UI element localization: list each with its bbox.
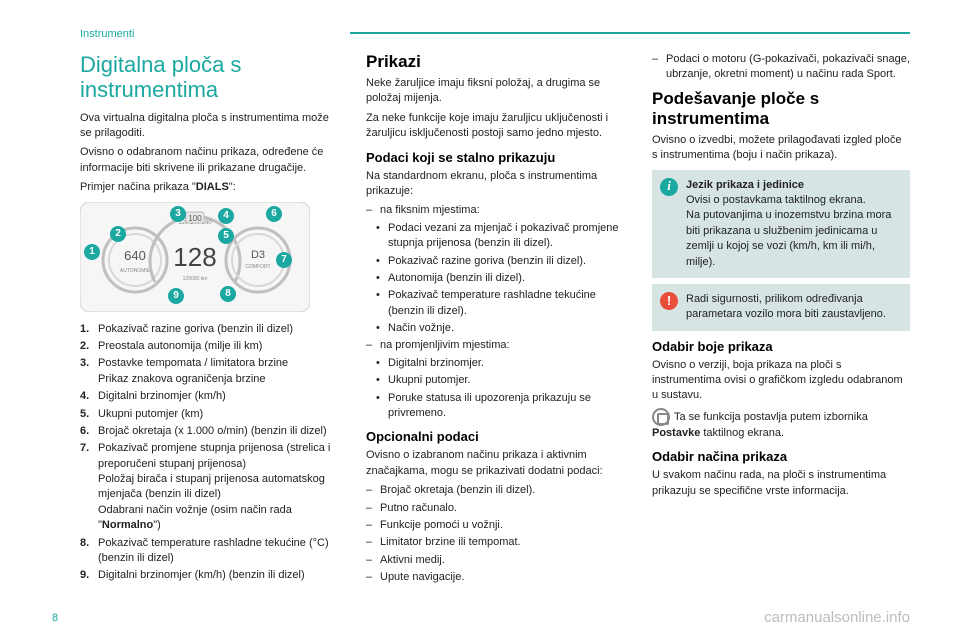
c3-p3: Ta se funkcija postavlja putem izbornika… xyxy=(652,408,910,441)
callout-badge-2: 2 xyxy=(110,226,126,242)
opt-6: Upute navigacije. xyxy=(366,570,624,585)
h3-stalni: Podaci koji se stalno prikazuju xyxy=(366,150,624,165)
h3-optional: Opcionalni podaci xyxy=(366,429,624,444)
dash-list-1: na fiksnim mjestima: xyxy=(366,203,624,218)
header-line xyxy=(350,32,910,34)
info-icon: i xyxy=(660,178,678,196)
c2-p2: Za neke funkcije koje imaju žaruljicu uk… xyxy=(366,111,624,142)
dot-list-2: Digitalni brzinomjer. Ukupni putomjer. P… xyxy=(366,356,624,422)
page-number: 8 xyxy=(52,612,58,624)
dot-8: Poruke statusa ili upozorenja prikazuju … xyxy=(366,391,624,422)
legend-5: 5.Ukupni putomjer (km) xyxy=(80,407,338,422)
info-box-language: i Jezik prikaza i jedinice Ovisi o posta… xyxy=(652,170,910,278)
h3-nacin: Odabir načina prikaza xyxy=(652,449,910,464)
svg-text:100: 100 xyxy=(188,214,202,223)
column-2: Prikazi Neke žaruljice imaju fiksni polo… xyxy=(366,52,624,588)
dot-4: Pokazivač temperature rashladne tekućine… xyxy=(366,288,624,319)
columns: Digitalna ploča s instrumentima Ova virt… xyxy=(80,52,910,588)
info-body-2: Na putovanjima u inozemstvu brzina mora … xyxy=(686,209,891,267)
svg-text:COMFORT: COMFORT xyxy=(245,264,270,270)
callout-badge-5: 5 xyxy=(218,228,234,244)
dot-6: Digitalni brzinomjer. xyxy=(366,356,624,371)
title-line-1: Digitalna ploča s xyxy=(80,52,241,77)
callout-badge-8: 8 xyxy=(220,286,236,302)
legend-3: 3.Postavke tempomata / limitatora brzine… xyxy=(80,356,338,387)
opt-4: Limitator brzine ili tempomat. xyxy=(366,535,624,550)
opt-3: Funkcije pomoći u vožnji. xyxy=(366,518,624,533)
legend-9: 9.Digitalni brzinomjer (km/h) (benzin il… xyxy=(80,568,338,583)
dot-list-1: Podaci vezani za mjenjač i pokazivač pro… xyxy=(366,221,624,337)
settings-icon xyxy=(652,408,670,426)
legend-1: 1.Pokazivač razine goriva (benzin ili di… xyxy=(80,322,338,337)
watermark: carmanualsonline.info xyxy=(764,609,910,626)
c3-p1: Ovisno o izvedbi, možete prilagođavati i… xyxy=(652,133,910,164)
callout-badge-6: 6 xyxy=(266,206,282,222)
dot-3: Autonomija (benzin ili dizel). xyxy=(366,271,624,286)
legend-8: 8.Pokazivač temperature rashladne tekući… xyxy=(80,536,338,567)
svg-text:129000 km: 129000 km xyxy=(183,276,208,282)
legend-6: 6.Brojač okretaja (x 1.000 o/min) (benzi… xyxy=(80,424,338,439)
intro-p3: Primjer načina prikaza "DIALS": xyxy=(80,180,338,195)
opt-2: Putno računalo. xyxy=(366,501,624,516)
info-body-1: Ovisi o postavkama taktilnog ekrana. xyxy=(686,194,866,206)
legend-list: 1.Pokazivač razine goriva (benzin ili di… xyxy=(80,322,338,584)
legend-2: 2.Preostala autonomija (milje ili km) xyxy=(80,339,338,354)
legend-7: 7.Pokazivač promjene stupnja prijenosa (… xyxy=(80,441,338,533)
info-title: Jezik prikaza i jedinice xyxy=(686,179,804,191)
svg-text:D3: D3 xyxy=(251,249,265,261)
callout-badge-7: 7 xyxy=(276,252,292,268)
column-1: Digitalna ploča s instrumentima Ova virt… xyxy=(80,52,338,588)
dash-list-2: na promjenljivim mjestima: xyxy=(366,338,624,353)
dash-variable: na promjenljivim mjestima: xyxy=(366,338,624,353)
c2-p1: Neke žaruljice imaju fiksni položaj, a d… xyxy=(366,76,624,107)
callout-badge-9: 9 xyxy=(168,288,184,304)
instrument-cluster-figure: 640 AUTONOMIE 120 140 160 100 128 129000… xyxy=(80,202,310,312)
optional-list: Brojač okretaja (benzin ili dizel). Putn… xyxy=(366,483,624,585)
section-label: Instrumenti xyxy=(80,28,910,40)
h2-podesavanje: Podešavanje ploče s instrumentima xyxy=(652,89,910,129)
warning-icon: ! xyxy=(660,292,678,310)
callout-badge-1: 1 xyxy=(84,244,100,260)
c2-p4: Ovisno o izabranom načinu prikaza i akti… xyxy=(366,448,624,479)
manual-page: Instrumenti Digitalna ploča s instrument… xyxy=(0,0,960,640)
dash-motor: Podaci o motoru (G-pokazivači, pokazivač… xyxy=(652,52,910,83)
dash-fixed: na fiksnim mjestima: xyxy=(366,203,624,218)
opt-5: Aktivni medij. xyxy=(366,553,624,568)
callout-badge-4: 4 xyxy=(218,208,234,224)
legend-4: 4.Digitalni brzinomjer (km/h) xyxy=(80,389,338,404)
c2-p3: Na standardnom ekranu, ploča s instrumen… xyxy=(366,169,624,200)
svg-text:AUTONOMIE: AUTONOMIE xyxy=(120,268,151,274)
dash-list-3: Podaci o motoru (G-pokazivači, pokazivač… xyxy=(652,52,910,83)
svg-text:640: 640 xyxy=(124,248,146,263)
c3-p4: U svakom načinu rada, na ploči s instrum… xyxy=(652,468,910,499)
warning-box-safety: ! Radi sigurnosti, prilikom određivanja … xyxy=(652,284,910,331)
callout-badge-3: 3 xyxy=(170,206,186,222)
dot-5: Način vožnje. xyxy=(366,321,624,336)
dot-1: Podaci vezani za mjenjač i pokazivač pro… xyxy=(366,221,624,252)
column-3: Podaci o motoru (G-pokazivači, pokazivač… xyxy=(652,52,910,588)
page-title: Digitalna ploča s instrumentima xyxy=(80,52,338,103)
title-line-2: instrumentima xyxy=(80,77,218,102)
dot-2: Pokazivač razine goriva (benzin ili dize… xyxy=(366,254,624,269)
dot-7: Ukupni putomjer. xyxy=(366,373,624,388)
warning-body: Radi sigurnosti, prilikom određivanja pa… xyxy=(686,293,886,320)
h3-boja: Odabir boje prikaza xyxy=(652,339,910,354)
svg-text:128: 128 xyxy=(173,242,216,272)
intro-p1: Ova virtualna digitalna ploča s instrume… xyxy=(80,111,338,142)
h2-prikazi: Prikazi xyxy=(366,52,624,72)
c3-p2: Ovisno o verziji, boja prikaza na ploči … xyxy=(652,358,910,404)
opt-1: Brojač okretaja (benzin ili dizel). xyxy=(366,483,624,498)
intro-p2: Ovisno o odabranom načinu prikaza, određ… xyxy=(80,145,338,176)
